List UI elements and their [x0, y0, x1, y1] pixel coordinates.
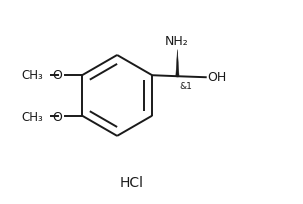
Text: O: O: [53, 69, 62, 82]
Polygon shape: [176, 50, 179, 76]
Text: CH₃: CH₃: [22, 110, 43, 123]
Text: O: O: [53, 110, 62, 123]
Text: OH: OH: [207, 71, 226, 84]
Text: HCl: HCl: [119, 175, 143, 190]
Text: CH₃: CH₃: [22, 69, 43, 82]
Text: &1: &1: [179, 81, 192, 90]
Text: NH₂: NH₂: [165, 35, 189, 48]
